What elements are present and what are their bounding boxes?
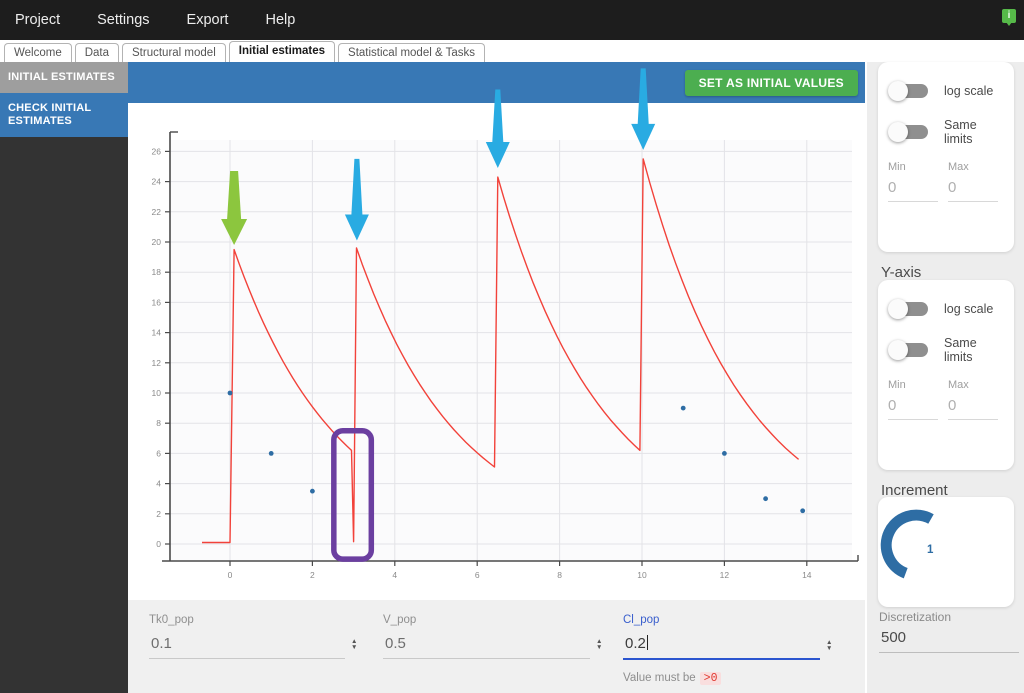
increment-dial[interactable]: 1 <box>878 497 1014 607</box>
tab-bar: Welcome Data Structural model Initial es… <box>0 40 1024 62</box>
x-log-scale-label: log scale <box>944 84 994 98</box>
discretization-label: Discretization <box>879 610 952 624</box>
observation-point <box>800 508 806 514</box>
increment-card: 1 <box>878 497 1014 607</box>
highlight-rect-annotation <box>331 428 375 562</box>
y-axis-section-title: Y-axis <box>881 264 922 281</box>
y-axis-card: log scale Same limits Min Max <box>878 280 1014 470</box>
top-menu-bar: Project Settings Export Help i <box>0 0 1024 40</box>
x-tick-label: 2 <box>310 570 315 580</box>
x-tick-label: 10 <box>637 570 647 580</box>
x-max-input[interactable] <box>948 173 998 202</box>
y-tick-label: 2 <box>156 509 161 519</box>
left-sidebar: INITIAL ESTIMATES CHECK INITIAL ESTIMATE… <box>0 62 128 693</box>
param-label: Cl_pop <box>623 614 660 626</box>
y-min-label: Min <box>888 379 906 391</box>
y-tick-label: 24 <box>152 177 162 187</box>
observation-point <box>227 390 233 396</box>
param-label: V_pop <box>383 614 417 626</box>
cl-pop-input[interactable]: 0.2 <box>623 631 820 660</box>
parameter-strip: Tk0_pop ▲▼ V_pop ▲▼ Cl_pop 0.2 ▲▼ <box>128 600 865 693</box>
set-as-initial-values-button[interactable]: SET AS INITIAL VALUES <box>684 70 858 96</box>
info-icon[interactable]: i <box>1002 9 1016 26</box>
y-tick-label: 26 <box>152 146 162 156</box>
validation-error: Value must be >0 <box>623 672 722 685</box>
x-min-label: Min <box>888 161 906 173</box>
v-pop-stepper[interactable]: ▲ ▼ <box>596 638 603 651</box>
x-axis-card: log scale Same limits Min Max <box>878 62 1014 252</box>
x-tick-label: 14 <box>802 570 812 580</box>
text-cursor <box>646 635 648 650</box>
param-field-tk0-pop: Tk0_pop ▲▼ <box>149 614 365 659</box>
y-same-limits-label: Same limits <box>944 336 977 364</box>
y-tick-label: 4 <box>156 479 161 489</box>
increment-section-title: Increment <box>881 482 948 499</box>
y-max-label: Max <box>948 379 969 391</box>
observation-point <box>680 405 686 411</box>
tab-welcome[interactable]: Welcome <box>4 43 72 62</box>
y-log-scale-toggle[interactable] <box>888 299 928 319</box>
tab-statistical-model-tasks[interactable]: Statistical model & Tasks <box>338 43 486 62</box>
x-min-input[interactable] <box>888 173 938 202</box>
y-same-limits-toggle[interactable] <box>888 340 928 360</box>
menu-export[interactable]: Export <box>186 12 229 28</box>
param-field-v-pop: V_pop ▲▼ <box>383 614 610 659</box>
chart-header-bar: SET AS INITIAL VALUES <box>128 62 865 103</box>
green-arrow-annotation <box>221 171 248 245</box>
observation-point <box>310 488 315 494</box>
y-tick-label: 0 <box>156 539 161 549</box>
x-tick-label: 4 <box>392 570 397 580</box>
x-same-limits-label: Same limits <box>944 118 977 146</box>
x-same-limits-toggle[interactable] <box>888 122 928 142</box>
y-log-scale-label: log scale <box>944 302 994 316</box>
y-min-input[interactable] <box>888 391 938 420</box>
observation-point <box>763 496 768 502</box>
dial-value: 1 <box>927 544 934 556</box>
y-tick-label: 6 <box>156 448 161 458</box>
tk0-pop-stepper[interactable]: ▲ ▼ <box>351 638 358 651</box>
y-tick-label: 10 <box>152 388 162 398</box>
y-tick-label: 22 <box>152 207 162 217</box>
prediction-curve <box>202 158 800 544</box>
y-tick-label: 8 <box>156 418 161 428</box>
plot-area <box>170 140 852 561</box>
sidebar-item-initial-estimates[interactable]: INITIAL ESTIMATES <box>0 62 128 93</box>
main-content: SET AS INITIAL VALUES 0 2 4 6 8 10 12 14 16 18 20 2… <box>128 62 865 693</box>
error-badge: >0 <box>699 672 722 685</box>
y-tick-label: 20 <box>152 237 162 247</box>
x-max-label: Max <box>948 161 969 173</box>
param-label: Tk0_pop <box>149 614 194 626</box>
y-max-input[interactable] <box>948 391 998 420</box>
x-tick-label: 6 <box>475 570 480 580</box>
tab-initial-estimates[interactable]: Initial estimates <box>228 41 336 62</box>
blue-arrow-annotation <box>344 158 369 241</box>
axes-settings-panel: log scale Same limits Min Max Y-axis <box>865 62 1024 693</box>
x-tick-label: 0 <box>228 570 233 580</box>
discretization-input[interactable] <box>879 625 1019 653</box>
y-tick-label: 18 <box>152 267 162 277</box>
x-tick-label: 8 <box>557 570 562 580</box>
tab-structural-model[interactable]: Structural model <box>122 43 226 62</box>
param-field-cl-pop: Cl_pop 0.2 ▲ ▼ <box>623 614 840 660</box>
menu-project[interactable]: Project <box>15 12 61 28</box>
v-pop-input[interactable] <box>383 631 590 659</box>
menu-settings[interactable]: Settings <box>97 12 150 28</box>
tk0-pop-input[interactable] <box>149 631 345 659</box>
y-tick-label: 14 <box>152 328 162 338</box>
dial-arc <box>880 509 934 579</box>
tab-data[interactable]: Data <box>74 43 120 62</box>
concentration-chart: 0 2 4 6 8 10 12 14 16 18 20 22 24 26 0 2 4 6 8 10 12 14 <box>128 62 865 600</box>
x-log-scale-toggle[interactable] <box>888 81 928 101</box>
y-tick-label: 12 <box>152 358 162 368</box>
cl-pop-stepper[interactable]: ▲ ▼ <box>826 639 833 652</box>
menu-help[interactable]: Help <box>265 12 296 28</box>
x-tick-label: 12 <box>720 570 730 580</box>
observation-point <box>722 451 727 456</box>
sidebar-item-check-initial-estimates[interactable]: CHECK INITIAL ESTIMATES <box>0 93 128 137</box>
y-tick-label: 16 <box>152 297 162 307</box>
observation-point <box>268 451 274 456</box>
